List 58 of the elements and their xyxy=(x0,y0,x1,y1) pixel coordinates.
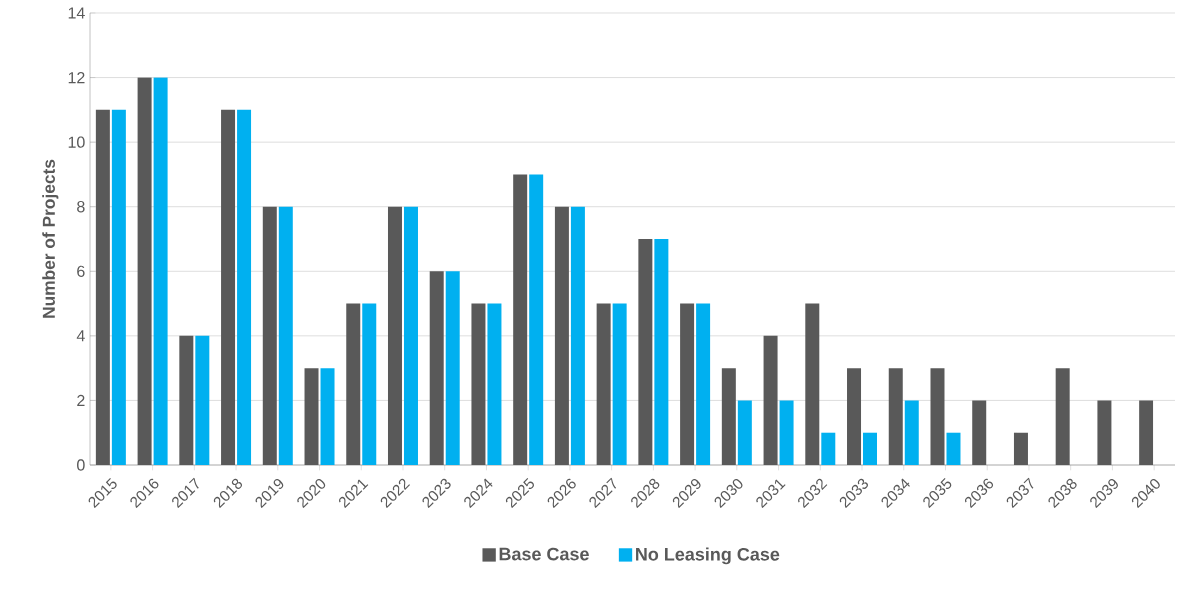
bar xyxy=(195,335,210,465)
bar xyxy=(137,77,152,465)
bar xyxy=(612,303,627,465)
bar xyxy=(863,432,878,465)
legend-label: Base Case xyxy=(499,547,589,561)
bar xyxy=(779,400,794,465)
bar xyxy=(262,206,277,465)
bar xyxy=(737,400,752,465)
bar xyxy=(403,206,418,465)
bar xyxy=(153,77,168,465)
bar xyxy=(721,368,736,465)
legend-label: No Leasing Case xyxy=(636,547,780,565)
y-tick-label: 14 xyxy=(68,7,85,19)
bar xyxy=(513,174,528,465)
bar xyxy=(471,303,486,465)
bar xyxy=(387,206,402,465)
y-tick-label: 2 xyxy=(77,394,85,407)
bar xyxy=(696,303,711,465)
bar xyxy=(680,303,695,465)
bar xyxy=(487,303,502,465)
bar xyxy=(1055,368,1070,465)
bar xyxy=(763,335,778,465)
bar xyxy=(570,206,585,465)
y-tick-label: 10 xyxy=(68,136,85,148)
bar xyxy=(638,239,653,465)
y-tick-label: 12 xyxy=(68,71,85,84)
y-axis-title: Number of Projects xyxy=(42,159,59,318)
bar xyxy=(946,432,961,465)
y-tick-label: 0 xyxy=(77,459,85,471)
bar xyxy=(111,109,126,465)
bar xyxy=(95,109,110,465)
bar xyxy=(1139,400,1154,465)
bar xyxy=(654,239,669,465)
bar xyxy=(805,303,820,465)
bar xyxy=(972,400,987,465)
bar xyxy=(529,174,544,465)
bar xyxy=(821,432,836,465)
bar xyxy=(237,109,252,465)
bar xyxy=(596,303,611,465)
bar xyxy=(1097,400,1112,465)
y-tick-label: 8 xyxy=(77,201,85,213)
bar xyxy=(429,271,444,465)
bar xyxy=(362,303,377,465)
bar xyxy=(445,271,460,465)
bar xyxy=(320,368,335,465)
y-tick-label: 4 xyxy=(76,330,85,342)
bar xyxy=(1013,432,1028,465)
bar xyxy=(278,206,293,465)
bar xyxy=(304,368,319,465)
bar xyxy=(847,368,862,465)
bar xyxy=(554,206,569,465)
y-tick-label: 6 xyxy=(77,265,85,277)
bar xyxy=(904,400,919,465)
bar xyxy=(221,109,236,465)
bar xyxy=(888,368,903,465)
bar xyxy=(179,335,194,465)
bar xyxy=(930,368,945,465)
bar xyxy=(346,303,361,465)
